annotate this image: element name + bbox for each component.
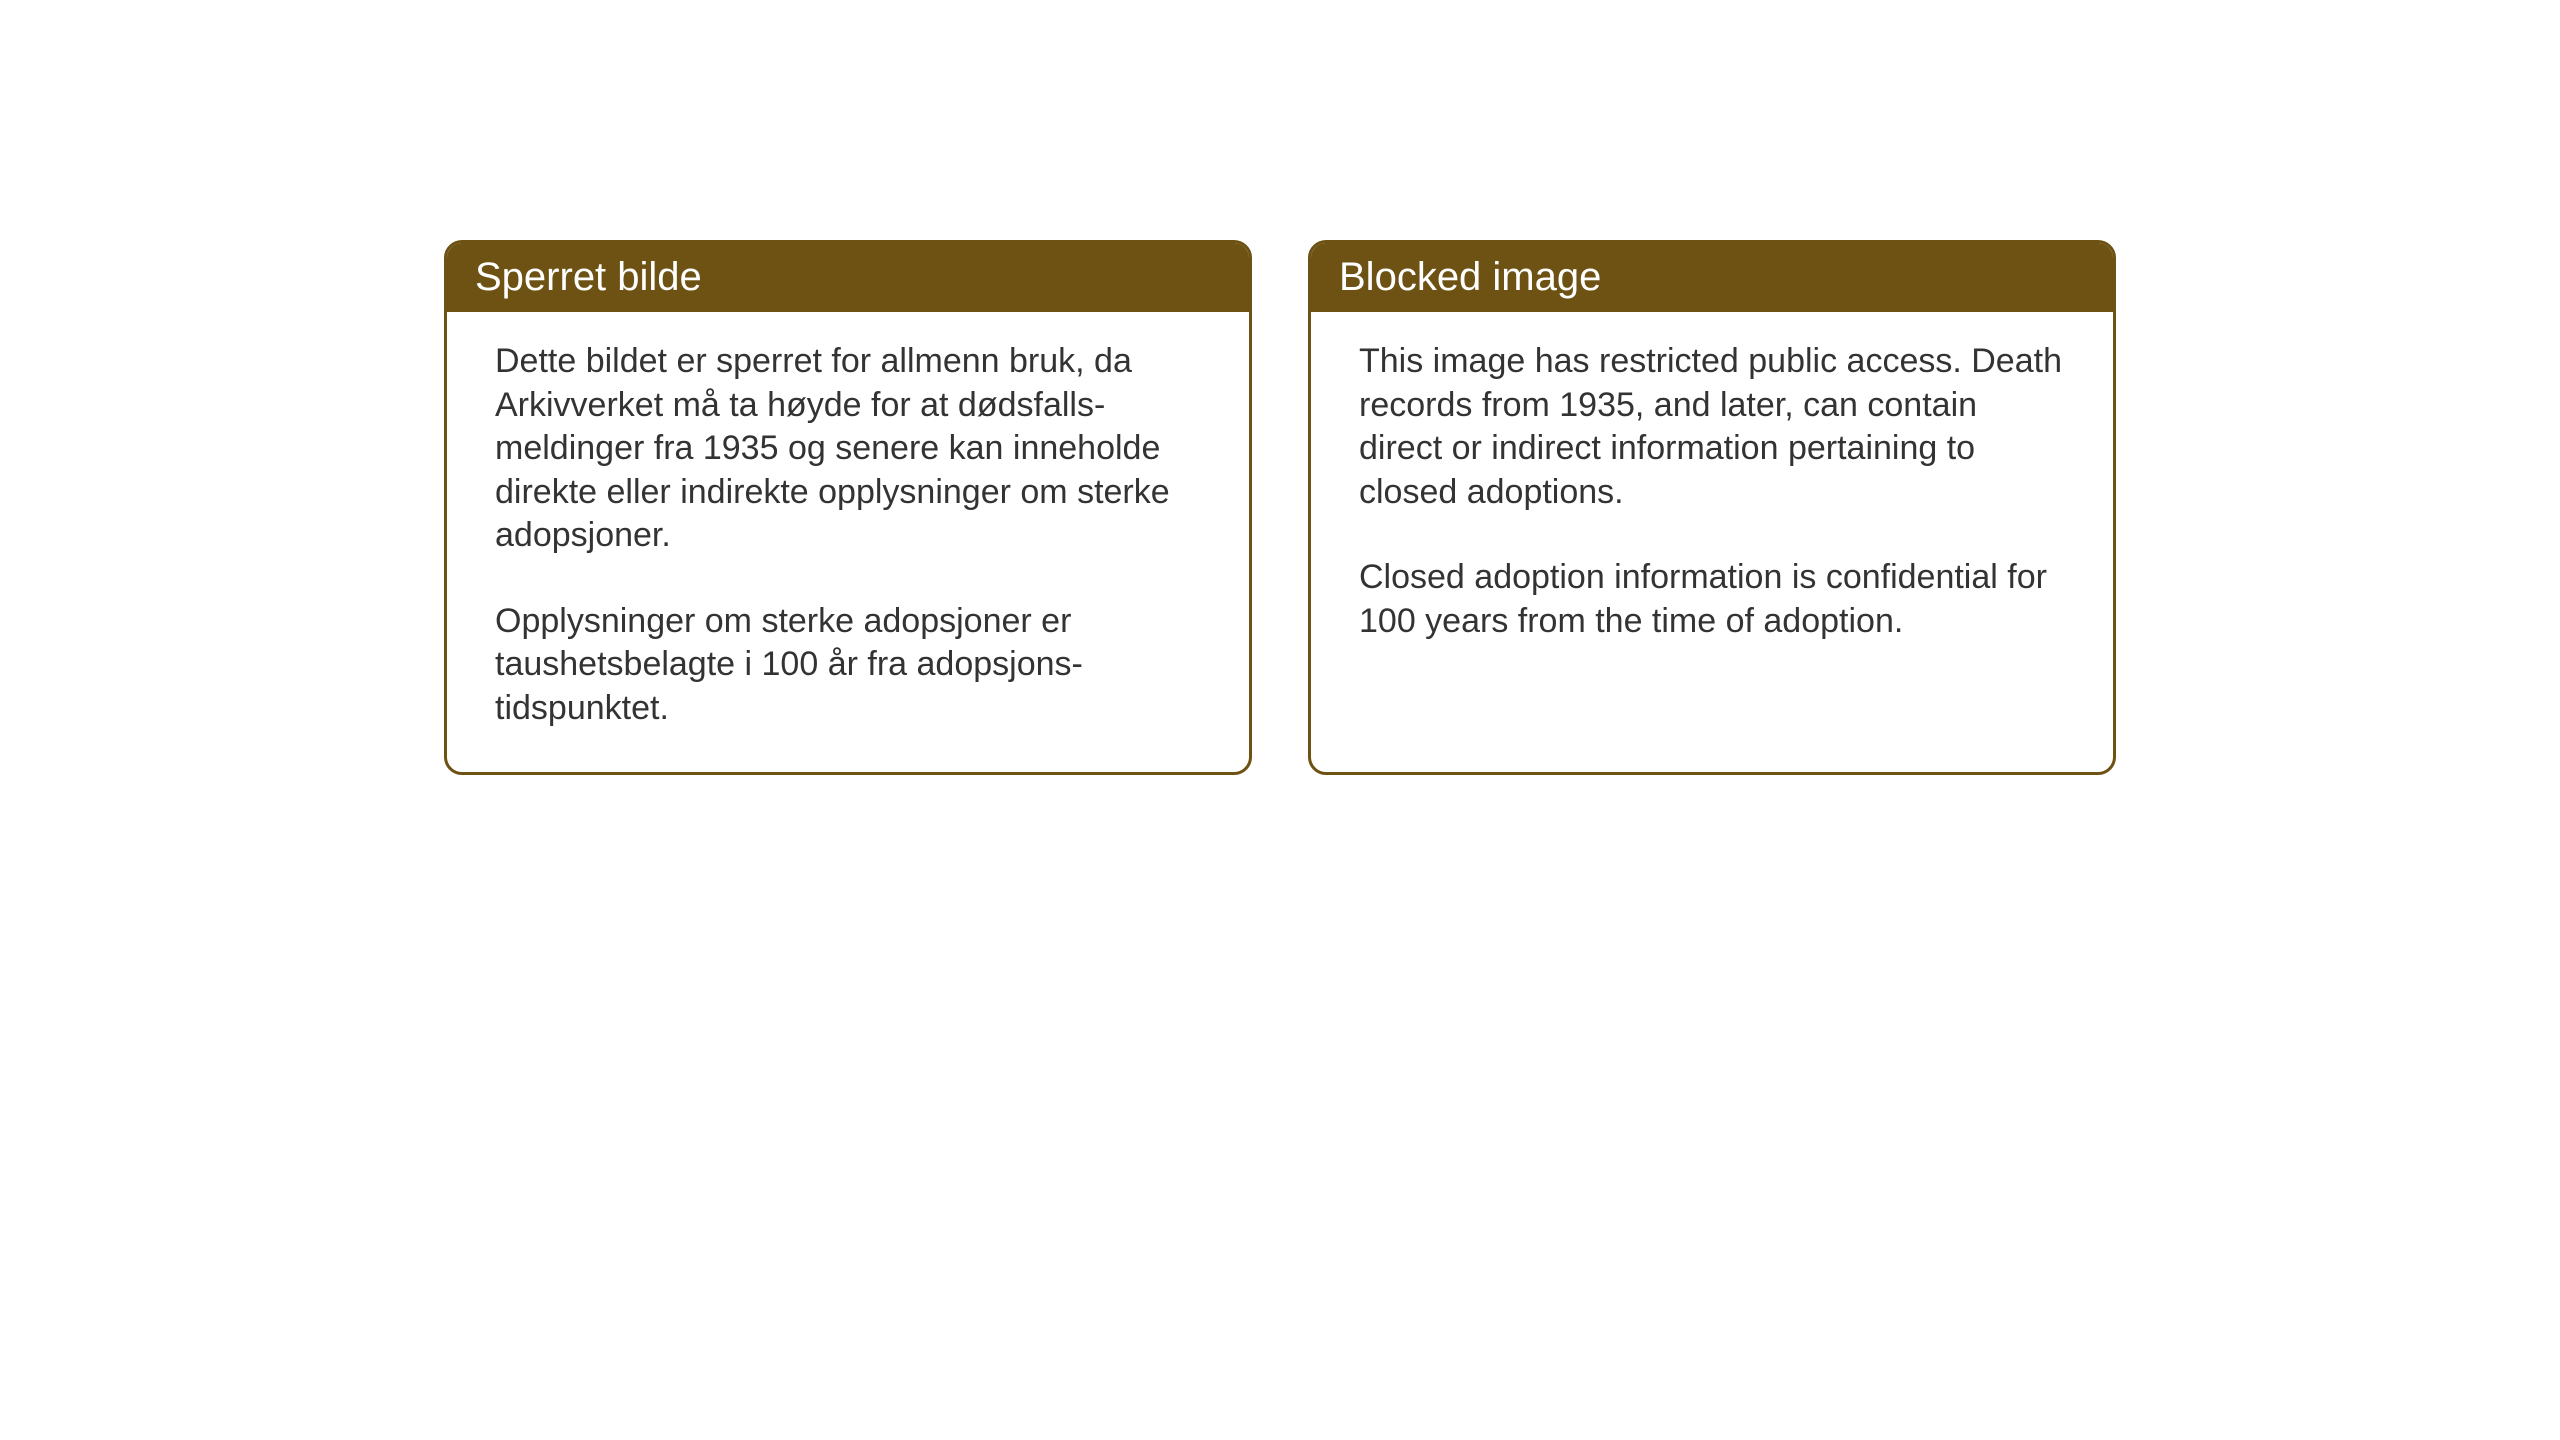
card-title-english: Blocked image	[1339, 255, 1601, 299]
notice-card-english: Blocked image This image has restricted …	[1308, 240, 2116, 775]
notice-card-norwegian: Sperret bilde Dette bildet er sperret fo…	[444, 240, 1252, 775]
paragraph-english-1: This image has restricted public access.…	[1359, 340, 2065, 514]
paragraph-norwegian-1: Dette bildet er sperret for allmenn bruk…	[495, 340, 1201, 558]
card-body-norwegian: Dette bildet er sperret for allmenn bruk…	[447, 312, 1249, 772]
paragraph-norwegian-2: Opplysninger om sterke adopsjoner er tau…	[495, 600, 1201, 731]
card-header-norwegian: Sperret bilde	[447, 243, 1249, 312]
card-title-norwegian: Sperret bilde	[475, 255, 702, 299]
paragraph-english-2: Closed adoption information is confident…	[1359, 556, 2065, 643]
notice-container: Sperret bilde Dette bildet er sperret fo…	[444, 240, 2116, 775]
card-body-english: This image has restricted public access.…	[1311, 312, 2113, 752]
card-header-english: Blocked image	[1311, 243, 2113, 312]
